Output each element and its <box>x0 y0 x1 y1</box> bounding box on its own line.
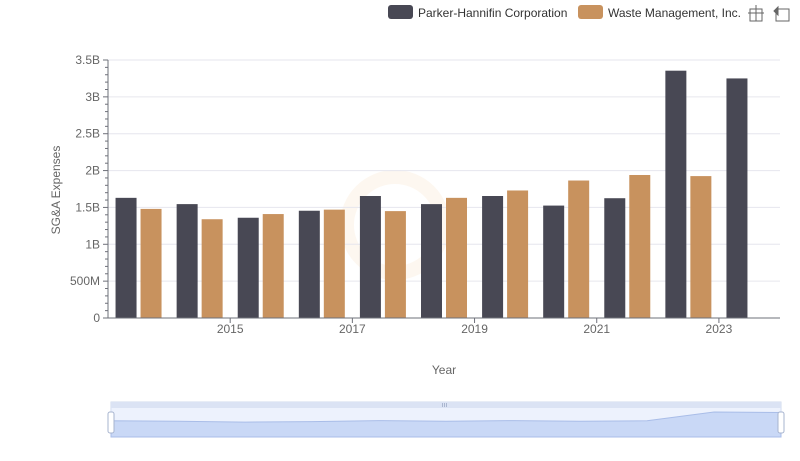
legend-item-parker-hannifin[interactable]: Parker-Hannifin Corporation <box>388 5 567 20</box>
bar-waste-management-2019[interactable] <box>446 197 467 318</box>
x-tick-label: 2019 <box>461 322 488 336</box>
bar-parker-hannifin-2024[interactable] <box>726 78 748 318</box>
y-axis-title: SG&A Expenses <box>49 146 63 235</box>
bar-parker-hannifin-2018[interactable] <box>359 196 381 318</box>
legend-label-parker-hannifin: Parker-Hannifin Corporation <box>418 6 567 20</box>
slider-top-grip-icon[interactable] <box>442 403 447 407</box>
y-tick-label: 1B <box>85 237 100 251</box>
bar-parker-hannifin-2023[interactable] <box>665 70 687 318</box>
x-tick-label: 2015 <box>217 322 244 336</box>
slider-handle-right[interactable] <box>777 411 785 434</box>
bar-waste-management-2018[interactable] <box>384 211 406 318</box>
legend-swatch-waste-management <box>578 5 603 19</box>
zoom-select-icon[interactable] <box>748 5 764 22</box>
bar-parker-hannifin-2015[interactable] <box>176 204 198 318</box>
bar-parker-hannifin-2014[interactable] <box>115 197 137 318</box>
bars <box>115 70 748 318</box>
y-axis: 0 500M 1B 1.5B 2B 2.5B 3B 3.5B <box>70 53 109 325</box>
y-tick-label: 2B <box>85 164 100 178</box>
bar-waste-management-2015[interactable] <box>201 219 223 318</box>
bar-parker-hannifin-2022[interactable] <box>604 198 626 318</box>
slider-overview-area <box>110 411 782 438</box>
legend-item-waste-management[interactable]: Waste Management, Inc. <box>578 5 741 20</box>
x-axis: 2015 2017 2019 2021 2023 <box>108 317 780 336</box>
slider-handle-left[interactable] <box>107 411 115 434</box>
y-tick-label: 3B <box>85 90 100 104</box>
bar-parker-hannifin-2021[interactable] <box>543 205 565 318</box>
legend[interactable]: Parker-Hannifin Corporation Waste Manage… <box>388 5 741 20</box>
x-tick-label: 2021 <box>583 322 610 336</box>
bar-waste-management-2016[interactable] <box>262 214 284 318</box>
y-tick-label: 1.5B <box>75 200 100 214</box>
bar-waste-management-2023[interactable] <box>690 176 712 318</box>
bar-parker-hannifin-2016[interactable] <box>237 217 259 318</box>
data-zoom-slider[interactable] <box>107 401 785 438</box>
x-tick-label: 2023 <box>706 322 733 336</box>
y-tick-label: 0 <box>93 311 100 325</box>
legend-swatch-parker-hannifin <box>388 5 413 19</box>
bar-parker-hannifin-2020[interactable] <box>482 196 504 318</box>
bar-waste-management-2021[interactable] <box>568 180 590 318</box>
y-tick-label: 3.5B <box>75 53 100 67</box>
bar-parker-hannifin-2017[interactable] <box>298 210 320 318</box>
bar-waste-management-2022[interactable] <box>629 174 651 318</box>
y-tick-label: 2.5B <box>75 127 100 141</box>
bar-waste-management-2014[interactable] <box>140 208 162 318</box>
x-tick-label: 2017 <box>339 322 366 336</box>
legend-label-waste-management: Waste Management, Inc. <box>608 6 741 20</box>
bar-waste-management-2017[interactable] <box>323 209 345 318</box>
y-tick-label: 500M <box>70 274 100 288</box>
bar-waste-management-2020[interactable] <box>507 190 529 318</box>
bar-parker-hannifin-2019[interactable] <box>421 204 442 318</box>
zoom-reset-icon[interactable] <box>773 5 790 22</box>
x-axis-title: Year <box>432 363 456 377</box>
